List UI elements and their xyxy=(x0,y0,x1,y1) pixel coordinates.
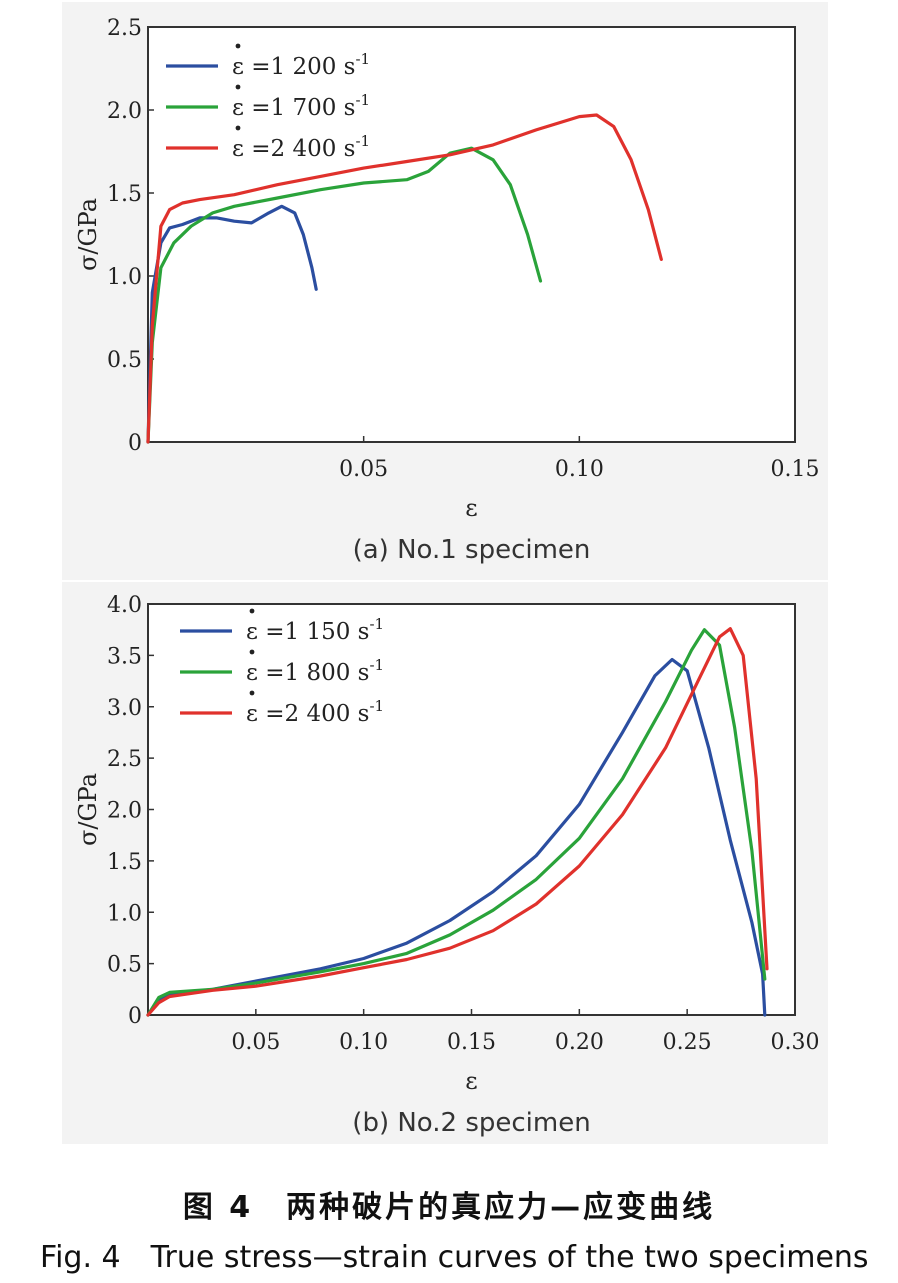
panel-caption: (b) No.2 specimen xyxy=(352,1108,590,1138)
legend-label-2: ε =1 700 s-1 xyxy=(232,91,370,121)
plot-frame xyxy=(147,26,796,443)
y-tick-label: 2.0 xyxy=(107,799,142,824)
x-axis-title: ε xyxy=(465,1067,477,1095)
series-line-1 xyxy=(146,204,318,444)
series-line-3 xyxy=(146,627,769,1017)
legend-label-1: ε =1 150 s-1 xyxy=(246,615,384,645)
figure-caption-chinese: 图 4 两种破片的真应力—应变曲线 xyxy=(182,1190,716,1225)
x-axis-title: ε xyxy=(465,494,477,522)
y-axis-title: σ/GPa xyxy=(74,773,102,846)
legend-label-2: ε =1 800 s-1 xyxy=(246,656,384,686)
legend-rate-dot xyxy=(249,649,255,655)
legend-label-3: ε =2 400 s-1 xyxy=(246,697,384,727)
x-tick-label: 0.10 xyxy=(555,457,604,482)
y-tick-label: 1.5 xyxy=(107,850,142,875)
panel-caption: (a) No.1 specimen xyxy=(353,535,591,565)
y-tick-label: 0.5 xyxy=(107,953,142,978)
legend-rate-dot xyxy=(249,690,255,696)
legend-label-3: ε =2 400 s-1 xyxy=(232,132,370,162)
x-tick-label: 0.30 xyxy=(771,1030,820,1055)
y-tick-label: 2.5 xyxy=(107,16,142,41)
legend-rate-dot xyxy=(235,84,241,90)
x-tick-label: 0.15 xyxy=(771,457,820,482)
y-tick-label: 4.0 xyxy=(107,593,142,618)
x-tick-label: 0.25 xyxy=(663,1030,712,1055)
series-line-3 xyxy=(146,113,663,444)
y-tick-label: 3.5 xyxy=(107,644,142,669)
y-tick-label: 2.0 xyxy=(107,99,142,124)
y-tick-label: 1.5 xyxy=(107,182,142,207)
chart-a: 0 0.5 1.0 1.5 2.0 2.5 0.05 0.10 0.15 ε σ/GPa ε =1 2… xyxy=(74,16,820,565)
legend-rate-dot xyxy=(235,125,241,131)
figure-caption-english: Fig. 4 True stress—strain curves of the … xyxy=(40,1240,869,1275)
x-tick-label: 0.05 xyxy=(339,457,388,482)
legend-rate-dot xyxy=(249,608,255,614)
y-tick-label: 0 xyxy=(128,431,142,456)
legend-rate-dot xyxy=(235,43,241,49)
y-tick-label: 1.0 xyxy=(107,265,142,290)
y-tick-label: 0 xyxy=(128,1004,142,1029)
chart-b: 0 0.5 1.0 1.5 2.0 2.5 3.0 3.5 4.0 0.05 0.10 0.15 0.2… xyxy=(74,593,820,1138)
x-tick-label: 0.05 xyxy=(231,1030,280,1055)
y-axis-title: σ/GPa xyxy=(74,198,102,271)
x-tick-label: 0.10 xyxy=(339,1030,388,1055)
y-tick-label: 2.5 xyxy=(107,747,142,772)
x-tick-label: 0.15 xyxy=(447,1030,496,1055)
x-tick-label: 0.20 xyxy=(555,1030,604,1055)
y-tick-label: 0.5 xyxy=(107,348,142,373)
y-tick-label: 3.0 xyxy=(107,696,142,721)
legend-label-1: ε =1 200 s-1 xyxy=(232,50,370,80)
y-tick-label: 1.0 xyxy=(107,901,142,926)
series-line-2 xyxy=(146,146,543,444)
